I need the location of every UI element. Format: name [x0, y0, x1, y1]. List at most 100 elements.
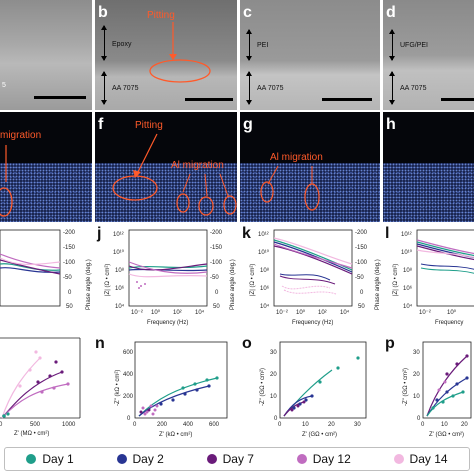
- svg-text:50: 50: [358, 304, 365, 310]
- svg-text:600: 600: [123, 350, 134, 356]
- svg-text:200: 200: [157, 422, 168, 428]
- legend-label-day14: Day 14: [409, 452, 448, 466]
- sem-panel-c-scalebar: [322, 98, 372, 101]
- sem-panel-b-pitting-label: Pitting: [147, 10, 175, 21]
- svg-text:50: 50: [66, 304, 73, 310]
- svg-text:10¹²: 10¹²: [258, 232, 269, 238]
- svg-text:10: 10: [441, 422, 448, 428]
- svg-text:10⁰: 10⁰: [296, 309, 306, 316]
- sem-panel-b-letter: b: [98, 4, 108, 21]
- svg-text:0: 0: [278, 422, 282, 428]
- svg-text:-50: -50: [210, 275, 219, 281]
- svg-text:-200: -200: [210, 230, 223, 236]
- svg-text:20: 20: [270, 372, 277, 378]
- bode-k-right-label: Phase angle (deg.): [375, 259, 381, 310]
- aa7075-thickness-arrow-c: [246, 71, 252, 105]
- svg-text:0: 0: [274, 416, 278, 422]
- eds-panel-e-migration-label: migration: [0, 130, 42, 141]
- svg-text:30: 30: [354, 422, 361, 428]
- svg-text:j: j: [96, 225, 101, 242]
- svg-text:0: 0: [0, 422, 3, 428]
- svg-text:n: n: [95, 335, 105, 352]
- sem-panel-d-top-label: UFG/PEI: [400, 42, 429, 49]
- svg-text:-200: -200: [355, 230, 368, 236]
- eds-panel-f-al-migration-label: Al migration: [171, 160, 224, 171]
- bode-k-ylabel: |Z| (Ω • cm²): [250, 264, 256, 296]
- svg-text:10¹⁰: 10¹⁰: [258, 249, 270, 256]
- svg-text:10⁰: 10⁰: [151, 309, 161, 316]
- svg-text:0: 0: [215, 290, 219, 296]
- svg-text:50: 50: [213, 304, 220, 310]
- svg-text:-150: -150: [210, 245, 223, 251]
- svg-text:10⁻²: 10⁻²: [419, 310, 431, 316]
- bode-i-right-axis: -200 -150 -100 -50 0 50: [63, 230, 76, 310]
- eds-panel-e: migration: [0, 112, 92, 222]
- svg-text:10⁴: 10⁴: [340, 309, 350, 316]
- svg-text:k: k: [242, 225, 251, 242]
- svg-text:10¹⁰: 10¹⁰: [401, 249, 413, 256]
- eds-panel-g: g Al migration: [240, 112, 380, 222]
- svg-text:20: 20: [328, 422, 335, 428]
- svg-text:1000: 1000: [62, 422, 76, 428]
- bode-plot-j: j |Z| (Ω • cm²) 10¹² 10¹⁰ 10⁸ 10⁶ 10⁴ 10…: [96, 225, 236, 326]
- legend-dot-day7: [206, 454, 217, 464]
- sem-panel-c-top-label: PEI: [257, 42, 269, 49]
- bode-j-xlabel: Frequency (Hz): [147, 320, 188, 326]
- svg-text:10: 10: [302, 422, 309, 428]
- eds-panel-g-letter: g: [243, 116, 253, 133]
- sem-panel-d: d UFG/PEI AA 7075: [383, 0, 474, 110]
- svg-text:o: o: [242, 335, 252, 352]
- legend-label-day7: Day 7: [222, 452, 254, 466]
- svg-text:10: 10: [413, 394, 420, 400]
- svg-text:10⁻²: 10⁻²: [131, 310, 143, 316]
- nyquist-o-ylabel: -Z" (GΩ • cm²): [260, 368, 266, 406]
- svg-text:30: 30: [413, 350, 420, 356]
- sem-panel-b-pitting-marker: [149, 22, 211, 83]
- legend-dot-day1: [26, 454, 37, 464]
- nyquist-p-xlabel: Z' (GΩ • cm²): [429, 432, 464, 438]
- svg-text:-50: -50: [355, 275, 364, 281]
- svg-text:10⁴: 10⁴: [403, 303, 413, 310]
- nyquist-plot-n: n -Z" (kΩ • cm²) 0 200 400 600 0 200 400…: [95, 335, 228, 438]
- legend: Day 1 Day 2 Day 7 Day 12 Day 14: [4, 447, 470, 471]
- bode-l-xlabel: Frequency: [435, 320, 463, 326]
- svg-text:10⁸: 10⁸: [115, 267, 125, 274]
- sem-panel-b-bottom-label: AA 7075: [112, 85, 139, 92]
- svg-text:10⁸: 10⁸: [403, 267, 413, 274]
- svg-text:400: 400: [183, 422, 194, 428]
- legend-item-day1: Day 1: [26, 452, 74, 466]
- nyquist-m-xlabel: Z' (MΩ • cm²): [14, 431, 49, 437]
- svg-text:20: 20: [413, 372, 420, 378]
- svg-text:-150: -150: [355, 245, 368, 251]
- svg-text:10⁶: 10⁶: [115, 285, 125, 292]
- bode-l-ylabel: |Z| (Ω • cm²): [393, 264, 399, 296]
- sem-panel-b: b Epoxy AA 7075 Pitting: [95, 0, 237, 110]
- svg-text:-150: -150: [63, 245, 76, 251]
- svg-text:10⁻²: 10⁻²: [276, 310, 288, 316]
- svg-text:-100: -100: [63, 260, 76, 266]
- svg-text:10⁴: 10⁴: [260, 303, 270, 310]
- bode-j-ylabel: |Z| (Ω • cm²): [105, 264, 111, 296]
- svg-text:10⁰: 10⁰: [447, 309, 457, 316]
- legend-item-day2: Day 2: [116, 452, 164, 466]
- svg-text:30: 30: [270, 350, 277, 356]
- eds-panel-h-letter: h: [386, 116, 396, 133]
- svg-text:0: 0: [360, 290, 364, 296]
- aa7075-thickness-arrow-b: [101, 71, 107, 105]
- sem-panel-a-scalebar: [34, 96, 86, 99]
- sem-panel-b-top-label: Epoxy: [112, 41, 132, 48]
- sem-panel-a-bottom-label: 5: [2, 82, 6, 89]
- eds-panel-g-markers: [260, 165, 320, 211]
- sem-panel-c-letter: c: [243, 4, 252, 21]
- svg-text:10¹²: 10¹²: [401, 232, 412, 238]
- svg-text:0: 0: [68, 290, 72, 296]
- legend-dot-day2: [116, 454, 127, 464]
- legend-label-day2: Day 2: [132, 452, 164, 466]
- legend-item-day12: Day 12: [296, 452, 351, 466]
- bode-j-right-label: Phase angle (deg.): [230, 259, 236, 310]
- svg-text:0: 0: [421, 422, 425, 428]
- svg-text:10⁴: 10⁴: [115, 303, 125, 310]
- legend-item-day14: Day 14: [393, 452, 448, 466]
- bode-k-xlabel: Frequency (Hz): [292, 320, 333, 326]
- sem-panel-b-scalebar: [185, 98, 233, 101]
